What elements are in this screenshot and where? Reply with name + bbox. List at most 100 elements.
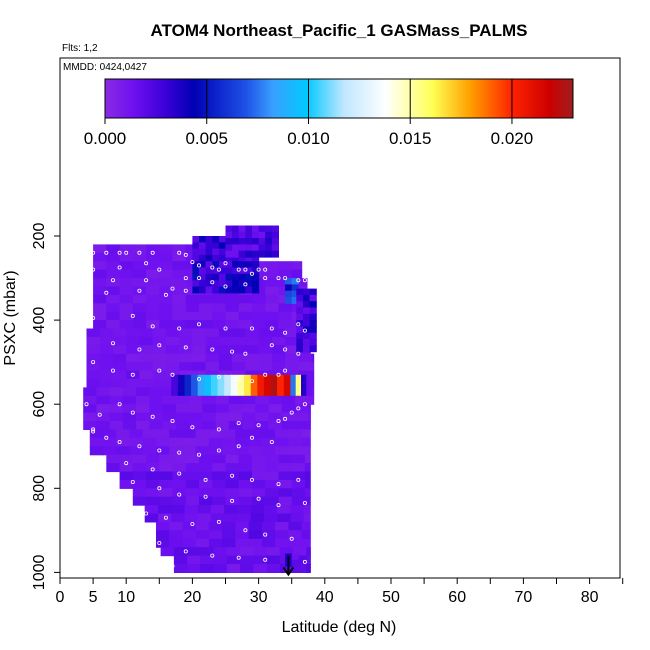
heat-cell bbox=[200, 564, 215, 573]
heat-cell bbox=[122, 387, 137, 397]
heat-cell bbox=[232, 238, 240, 245]
heat-cell bbox=[165, 362, 180, 372]
heat-cell bbox=[192, 267, 200, 275]
heat-cell bbox=[252, 479, 266, 489]
sample-point bbox=[104, 250, 109, 255]
heat-cell bbox=[205, 362, 220, 372]
heat-cell bbox=[268, 421, 283, 430]
heat-cell bbox=[106, 286, 121, 296]
heat-cell bbox=[172, 244, 187, 254]
heat-cell bbox=[252, 238, 260, 245]
heat-cell bbox=[106, 303, 121, 313]
sample-point bbox=[196, 452, 201, 457]
heat-cell bbox=[93, 261, 107, 271]
heat-cell bbox=[238, 273, 246, 281]
sample-point bbox=[150, 467, 155, 472]
heat-cell bbox=[290, 513, 305, 523]
heat-cell bbox=[265, 250, 273, 258]
heat-cell bbox=[250, 374, 258, 396]
sample-point bbox=[236, 444, 241, 449]
heat-cell bbox=[293, 547, 307, 557]
colorbar-ticks: 0.000 0.005 0.010 0.015 0.020 bbox=[84, 79, 533, 148]
sample-point bbox=[230, 473, 235, 478]
heat-cell bbox=[93, 303, 107, 313]
heat-cell bbox=[218, 280, 227, 288]
heat-cell bbox=[208, 521, 223, 531]
heat-cell bbox=[288, 521, 303, 531]
heat-cell bbox=[93, 269, 107, 279]
heat-cell bbox=[303, 513, 311, 523]
sample-point bbox=[190, 425, 195, 430]
sample-point bbox=[203, 494, 208, 499]
x-tick-label: 30 bbox=[250, 589, 268, 606]
heat-cell bbox=[146, 252, 160, 262]
heat-cell bbox=[185, 471, 200, 481]
x-tick-label: 5 bbox=[89, 589, 98, 606]
heat-cell bbox=[205, 236, 213, 243]
heat-cell bbox=[184, 505, 199, 515]
sample-point bbox=[216, 267, 221, 272]
heat-cell bbox=[156, 530, 170, 540]
heat-cell bbox=[89, 437, 104, 447]
sample-point bbox=[269, 439, 274, 444]
heat-cell bbox=[271, 336, 286, 346]
heat-cell bbox=[199, 242, 207, 250]
heat-cell bbox=[165, 345, 180, 355]
heat-cell bbox=[266, 547, 281, 557]
heat-cell bbox=[218, 286, 227, 294]
heat-cell bbox=[208, 446, 223, 456]
heat-cell bbox=[172, 286, 187, 296]
heat-cell bbox=[238, 303, 253, 313]
heat-cell bbox=[185, 463, 200, 473]
heat-cell bbox=[278, 320, 293, 330]
heat-cell bbox=[237, 505, 252, 515]
heat-cell bbox=[245, 345, 260, 355]
heat-cell bbox=[156, 429, 170, 439]
sample-point bbox=[216, 374, 221, 379]
heat-cell bbox=[301, 374, 307, 396]
heat-cell bbox=[261, 538, 276, 548]
heat-cell bbox=[171, 374, 179, 396]
heat-cell bbox=[106, 244, 121, 254]
heat-cell bbox=[218, 336, 233, 346]
heat-cell bbox=[212, 294, 227, 304]
heat-cell bbox=[119, 471, 134, 481]
sample-point bbox=[170, 418, 175, 423]
heat-cell bbox=[245, 267, 253, 275]
heat-cell bbox=[205, 286, 213, 294]
heat-cell bbox=[200, 555, 215, 565]
heat-cell bbox=[253, 555, 268, 565]
heat-cell bbox=[86, 345, 101, 355]
heat-cell bbox=[205, 280, 213, 288]
heat-cell bbox=[288, 429, 303, 439]
heat-cell bbox=[218, 254, 227, 262]
heat-cell bbox=[156, 446, 170, 456]
heat-cell bbox=[285, 362, 299, 372]
heat-cell bbox=[232, 244, 240, 252]
heat-cell bbox=[252, 496, 266, 506]
heat-cell bbox=[106, 320, 121, 330]
heat-cell bbox=[238, 261, 246, 269]
heat-cell bbox=[126, 362, 140, 372]
heat-cell bbox=[238, 225, 246, 233]
sample-point bbox=[177, 492, 182, 497]
heat-cell bbox=[252, 454, 266, 464]
heat-cell bbox=[146, 488, 160, 498]
heat-cell bbox=[182, 538, 197, 548]
heat-cell bbox=[213, 564, 228, 573]
heat-cell bbox=[225, 471, 240, 481]
heat-cell bbox=[132, 463, 147, 473]
sample-point bbox=[249, 271, 254, 276]
heat-cell bbox=[179, 328, 193, 338]
heat-cell bbox=[119, 463, 134, 473]
heat-cell bbox=[275, 446, 289, 456]
heat-cell bbox=[132, 454, 147, 464]
sample-point bbox=[236, 555, 241, 560]
x-tick-label: 50 bbox=[382, 589, 400, 606]
heat-cell bbox=[252, 311, 266, 321]
heat-cell bbox=[308, 404, 311, 414]
heat-cell bbox=[224, 505, 238, 515]
arrow-marker bbox=[282, 555, 295, 577]
sample-point bbox=[157, 541, 162, 546]
heat-cell bbox=[132, 303, 147, 313]
